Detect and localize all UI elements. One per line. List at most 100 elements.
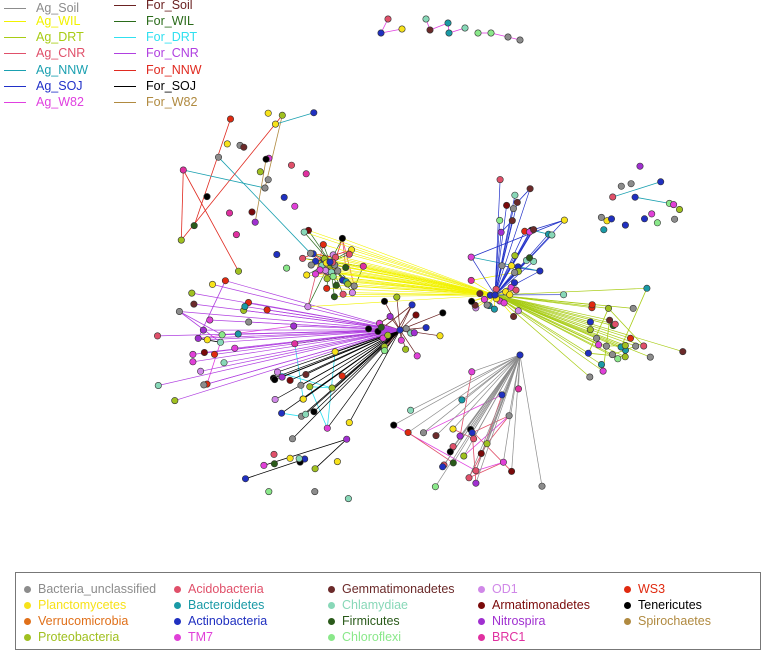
network-node bbox=[609, 193, 617, 201]
network-node bbox=[175, 307, 183, 315]
edge-color-line bbox=[114, 85, 136, 87]
network-node bbox=[586, 318, 594, 326]
network-node bbox=[278, 409, 286, 417]
network-node bbox=[310, 109, 318, 117]
network-node bbox=[328, 384, 336, 392]
node-color-dot bbox=[174, 633, 181, 641]
network-node bbox=[377, 323, 385, 331]
edge-legend-label: For_DRT bbox=[146, 30, 198, 44]
network-node bbox=[311, 465, 319, 473]
network-edge bbox=[319, 269, 496, 296]
node-color-dot bbox=[174, 617, 181, 625]
node-color-dot bbox=[328, 601, 335, 609]
network-edge bbox=[435, 354, 521, 487]
edge-legend-item: Ag_SOJ bbox=[4, 78, 83, 94]
node-legend-label: Verrucomicrobia bbox=[38, 614, 129, 628]
network-node bbox=[593, 334, 601, 342]
network-node bbox=[287, 161, 295, 169]
network-node bbox=[588, 301, 596, 309]
network-node bbox=[422, 324, 430, 332]
edge-color-line bbox=[4, 20, 26, 22]
network-edge bbox=[612, 181, 661, 198]
network-node bbox=[449, 459, 457, 467]
network-node bbox=[467, 253, 475, 261]
network-edge bbox=[200, 329, 401, 372]
network-node bbox=[492, 285, 500, 293]
network-node bbox=[291, 340, 299, 348]
network-node bbox=[381, 347, 389, 355]
network-node bbox=[404, 428, 412, 436]
network-node bbox=[342, 263, 350, 271]
network-node bbox=[670, 201, 678, 209]
network-node bbox=[474, 29, 482, 37]
network-edge bbox=[494, 294, 631, 339]
network-node bbox=[288, 435, 296, 443]
network-node bbox=[600, 226, 608, 234]
network-node bbox=[231, 344, 239, 352]
network-node bbox=[536, 267, 544, 275]
node-color-dot bbox=[478, 585, 485, 593]
network-node bbox=[299, 395, 307, 403]
network-edge bbox=[277, 329, 401, 373]
network-node bbox=[621, 221, 629, 229]
network-edge bbox=[223, 329, 401, 364]
network-node bbox=[508, 217, 516, 225]
network-node bbox=[422, 15, 430, 23]
network-edge bbox=[519, 354, 543, 487]
network-edge bbox=[407, 354, 521, 433]
network-node bbox=[586, 326, 594, 334]
network-node bbox=[496, 176, 504, 184]
network-node bbox=[306, 383, 314, 391]
edge-legend-label: For_CNR bbox=[146, 46, 199, 60]
network-node bbox=[311, 270, 319, 278]
network-node bbox=[323, 424, 331, 432]
network-node bbox=[631, 193, 639, 201]
network-node bbox=[290, 322, 298, 330]
network-node bbox=[338, 234, 346, 242]
network-node bbox=[194, 334, 202, 342]
edge-legend-label: Ag_Soil bbox=[36, 1, 80, 15]
network-node bbox=[525, 254, 533, 262]
network-node bbox=[496, 216, 504, 224]
network-edge bbox=[399, 329, 418, 357]
network-edge bbox=[423, 394, 503, 434]
node-legend-label: Chlamydiae bbox=[342, 598, 409, 612]
network-node bbox=[431, 483, 439, 491]
network-node bbox=[217, 338, 225, 346]
network-node bbox=[468, 368, 476, 376]
network-node bbox=[333, 458, 341, 466]
node-legend-item: Armatimonadetes bbox=[478, 597, 590, 613]
network-node bbox=[432, 432, 440, 440]
network-edge bbox=[518, 354, 521, 389]
network-node bbox=[456, 432, 464, 440]
network-edge bbox=[494, 179, 501, 296]
network-node bbox=[345, 419, 353, 427]
node-color-dot bbox=[24, 585, 31, 593]
network-node bbox=[629, 304, 637, 312]
node-legend-item: Bacteria_unclassified bbox=[24, 581, 156, 597]
node-legend-item: Gemmatimonadetes bbox=[328, 581, 455, 597]
network-edge bbox=[183, 169, 266, 189]
network-node bbox=[227, 115, 235, 123]
network-node bbox=[261, 184, 269, 192]
network-edge bbox=[475, 394, 503, 471]
network-edge bbox=[608, 308, 644, 347]
network-node bbox=[390, 421, 398, 429]
node-color-dot bbox=[24, 601, 31, 609]
network-edge bbox=[486, 415, 510, 444]
node-legend-label: BRC1 bbox=[492, 630, 526, 644]
network-node bbox=[412, 311, 420, 319]
network-edge bbox=[620, 288, 648, 348]
network-node bbox=[359, 262, 367, 270]
network-edge bbox=[494, 294, 604, 372]
network-node bbox=[241, 302, 249, 310]
network-node bbox=[295, 455, 303, 463]
network-node bbox=[226, 209, 234, 217]
network-node bbox=[271, 395, 279, 403]
node-color-dot bbox=[24, 617, 31, 625]
network-edge bbox=[158, 329, 401, 386]
network-node bbox=[512, 286, 520, 294]
network-edge bbox=[511, 354, 521, 472]
network-edge bbox=[399, 304, 413, 331]
network-edge bbox=[494, 294, 602, 365]
